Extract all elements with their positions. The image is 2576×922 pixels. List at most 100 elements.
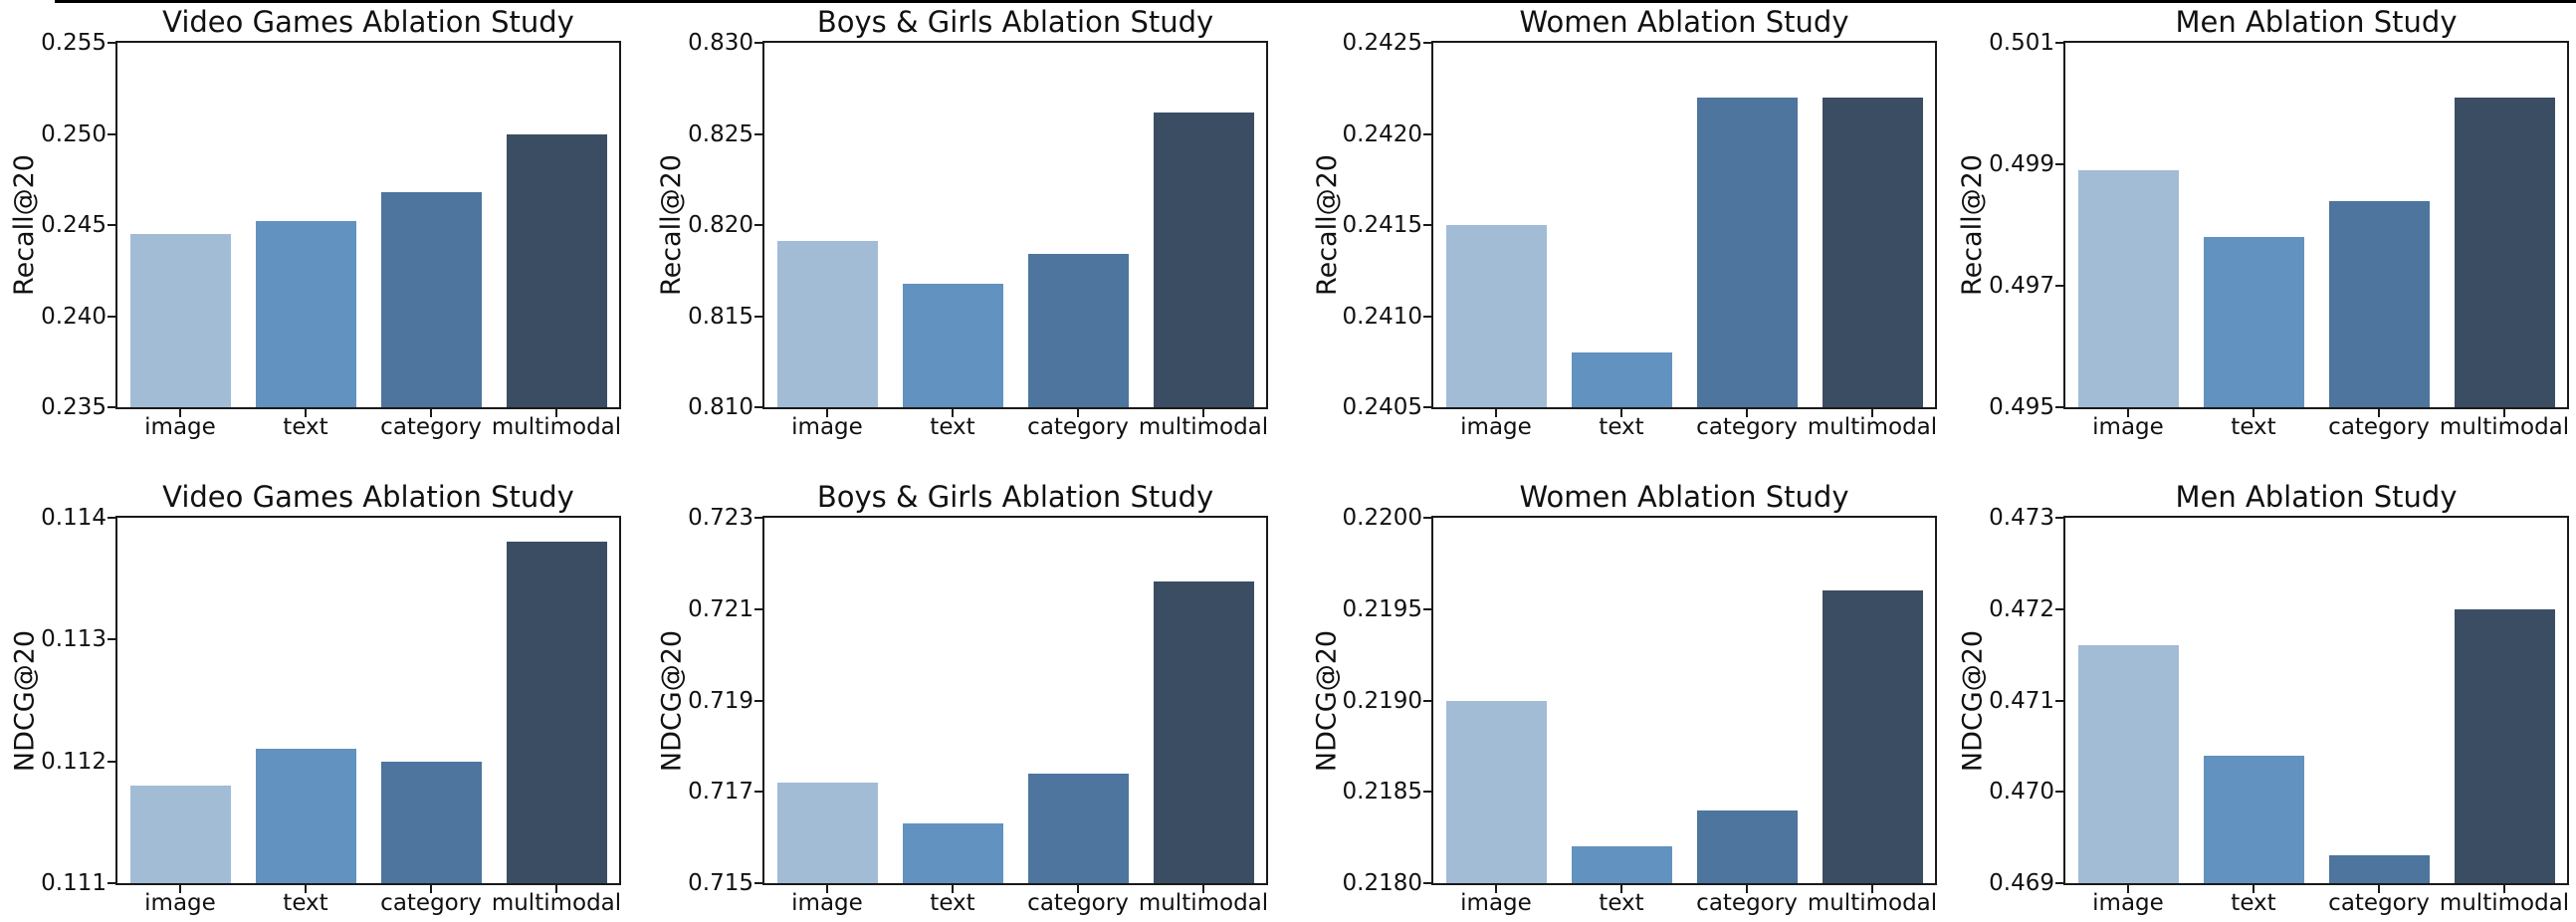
y-tick-mark	[754, 315, 762, 318]
x-tick-mark	[952, 885, 954, 893]
y-tick-label: 0.112	[41, 748, 107, 775]
y-tick-label: 0.235	[41, 394, 107, 420]
y-tick-label: 0.469	[1989, 870, 2054, 896]
y-tick-label: 0.830	[688, 30, 753, 56]
y-tick-label: 0.111	[41, 870, 107, 896]
x-tick-mark	[2127, 409, 2129, 417]
y-tick-mark	[1423, 315, 1431, 318]
x-tick-label: category	[2328, 890, 2430, 916]
y-tick-mark	[1423, 406, 1431, 408]
x-tick-mark	[1620, 885, 1622, 893]
y-tick-label: 0.2190	[1342, 687, 1422, 714]
y-tick-mark	[754, 42, 762, 44]
x-tick-label: multimodal	[1807, 890, 1938, 916]
y-tick-label: 0.2425	[1342, 30, 1422, 56]
y-tick-mark	[107, 882, 115, 884]
bar-image	[2077, 645, 2179, 883]
y-tick-mark	[2055, 791, 2063, 794]
plot-area	[2063, 41, 2569, 409]
plot-area	[762, 516, 1268, 885]
y-tick-label: 0.715	[688, 870, 753, 896]
x-tick-label: category	[1696, 414, 1798, 440]
bar-multimodal	[1153, 112, 1254, 407]
top-border-line	[55, 0, 2576, 3]
y-tick-mark	[2055, 285, 2063, 287]
y-tick-label: 0.721	[688, 595, 753, 622]
bar-category	[380, 192, 482, 407]
chart-title: Boys & Girls Ablation Study	[816, 480, 1214, 514]
y-tick-label: 0.2185	[1342, 779, 1422, 806]
y-tick-mark	[754, 224, 762, 226]
x-tick-mark	[430, 409, 432, 417]
chart-title: Men Ablation Study	[2175, 480, 2458, 514]
x-tick-label: text	[930, 890, 975, 916]
y-tick-mark	[2055, 882, 2063, 884]
x-tick-mark	[430, 885, 432, 893]
x-tick-label: category	[380, 890, 482, 916]
y-tick-mark	[107, 42, 115, 44]
x-tick-mark	[1620, 409, 1622, 417]
y-tick-label: 0.2200	[1342, 505, 1422, 531]
x-tick-mark	[2253, 885, 2254, 893]
y-tick-mark	[2055, 163, 2063, 165]
y-tick-mark	[754, 882, 762, 884]
x-tick-mark	[1495, 409, 1497, 417]
bar-multimodal	[506, 542, 607, 883]
x-tick-label: multimodal	[1138, 414, 1269, 440]
x-tick-mark	[555, 409, 557, 417]
y-tick-label: 0.113	[41, 626, 107, 653]
x-tick-label: text	[930, 414, 975, 440]
y-tick-mark	[754, 791, 762, 794]
y-tick-mark	[1423, 882, 1431, 884]
y-tick-label: 0.114	[41, 505, 107, 531]
x-tick-label: text	[1599, 414, 1644, 440]
bar-category	[2328, 855, 2430, 883]
y-tick-label: 0.2410	[1342, 303, 1422, 330]
y-tick-mark	[107, 517, 115, 519]
x-tick-label: multimodal	[2439, 890, 2570, 916]
x-tick-label: category	[1027, 414, 1129, 440]
bar-text	[2203, 755, 2304, 883]
x-tick-label: category	[2328, 414, 2430, 440]
x-tick-mark	[1202, 409, 1204, 417]
bar-text	[2203, 237, 2304, 407]
bar-category	[2328, 200, 2430, 407]
bar-multimodal	[1822, 97, 1923, 407]
bar-image	[1445, 700, 1547, 883]
x-tick-label: image	[1460, 414, 1532, 440]
plot-area	[1431, 41, 1937, 409]
x-tick-label: text	[283, 890, 328, 916]
plot-area	[115, 516, 621, 885]
x-tick-mark	[2127, 885, 2129, 893]
x-tick-label: multimodal	[491, 414, 622, 440]
y-tick-mark	[1423, 132, 1431, 135]
x-tick-mark	[1202, 885, 1204, 893]
y-tick-mark	[107, 406, 115, 408]
y-tick-label: 0.820	[688, 212, 753, 238]
y-tick-label: 0.810	[688, 394, 753, 420]
y-tick-label: 0.255	[41, 30, 107, 56]
y-tick-mark	[754, 699, 762, 702]
y-tick-mark	[1423, 791, 1431, 794]
x-tick-mark	[1077, 885, 1079, 893]
bar-image	[776, 783, 878, 883]
bar-multimodal	[2454, 97, 2555, 407]
y-tick-mark	[754, 406, 762, 408]
bar-text	[255, 749, 356, 883]
y-tick-mark	[754, 517, 762, 519]
x-tick-label: image	[2092, 890, 2164, 916]
y-tick-mark	[2055, 699, 2063, 702]
y-tick-mark	[1423, 607, 1431, 610]
y-tick-mark	[107, 760, 115, 763]
x-tick-mark	[305, 885, 307, 893]
bar-image	[2077, 170, 2179, 407]
x-tick-mark	[1746, 885, 1748, 893]
x-tick-mark	[2378, 409, 2380, 417]
bar-category	[1696, 97, 1798, 407]
y-tick-label: 0.719	[688, 687, 753, 714]
x-tick-mark	[1871, 409, 1873, 417]
y-tick-label: 0.2420	[1342, 120, 1422, 147]
y-tick-label: 0.471	[1989, 687, 2054, 714]
chart-title: Video Games Ablation Study	[162, 5, 574, 39]
